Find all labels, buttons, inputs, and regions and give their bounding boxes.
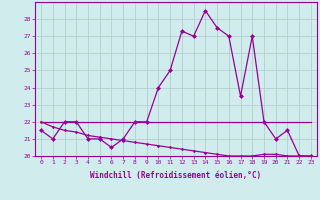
X-axis label: Windchill (Refroidissement éolien,°C): Windchill (Refroidissement éolien,°C): [91, 171, 261, 180]
